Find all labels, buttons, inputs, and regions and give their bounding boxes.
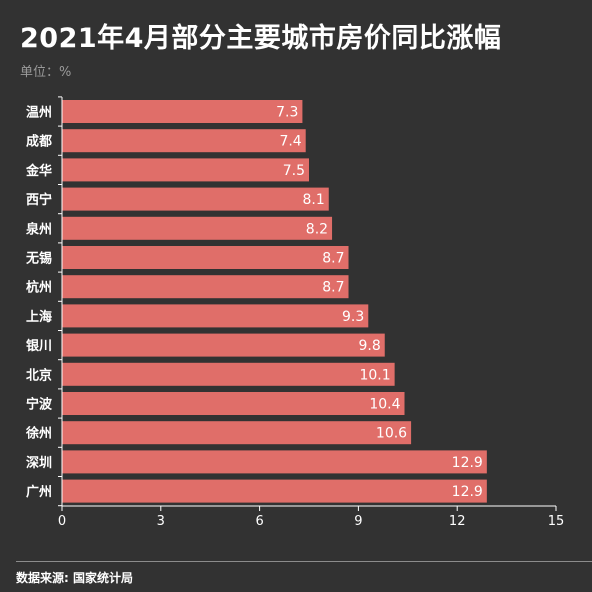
category-label: 银川: [26, 338, 52, 354]
category-label: 成都: [26, 134, 52, 150]
bar-9: [62, 362, 395, 386]
bar-8: [62, 333, 385, 357]
x-tick-label: 15: [548, 514, 565, 529]
bar-value-label: 10.4: [369, 397, 400, 413]
source-note: 数据来源: 国家统计局: [16, 571, 133, 585]
bar-value-label: 12.9: [452, 455, 483, 471]
category-label: 广州: [26, 484, 52, 500]
category-label: 无锡: [25, 251, 52, 267]
bar-value-label: 7.5: [283, 163, 305, 179]
bar-7: [62, 304, 369, 328]
bar-10: [62, 392, 405, 415]
bar-value-label: 9.3: [342, 309, 364, 325]
bar-4: [62, 216, 333, 240]
bar-value-label: 7.4: [279, 134, 301, 150]
category-label: 西宁: [26, 192, 52, 208]
category-label: 徐州: [25, 426, 52, 442]
bar-0: [62, 100, 303, 123]
bar-6: [62, 275, 349, 299]
bar-value-label: 10.1: [359, 367, 390, 383]
x-tick-label: 0: [58, 514, 66, 529]
category-label: 杭州: [26, 280, 52, 296]
bar-value-label: 12.9: [452, 484, 483, 500]
unit-label: 单位：%: [20, 65, 72, 80]
bar-5: [62, 246, 349, 269]
bar-value-label: 9.8: [358, 338, 380, 354]
bar-1: [62, 129, 306, 153]
category-label: 北京: [26, 367, 52, 383]
x-tick-label: 12: [449, 514, 466, 529]
category-label: 宁波: [26, 397, 53, 413]
bar-2: [62, 158, 309, 182]
bar-3: [62, 187, 329, 211]
x-tick-label: 6: [255, 514, 263, 529]
bar-value-label: 8.2: [306, 221, 328, 237]
chart-title: 2021年4月部分主要城市房价同比涨幅: [20, 23, 502, 54]
footer-divider: [16, 561, 592, 562]
bar-value-label: 8.7: [322, 280, 344, 296]
bar-value-label: 8.1: [302, 192, 324, 208]
category-label: 金华: [25, 163, 52, 179]
category-label: 泉州: [26, 221, 52, 237]
bar-value-label: 8.7: [322, 251, 344, 267]
bar-12: [62, 450, 487, 474]
category-label: 上海: [26, 309, 52, 325]
bar-value-label: 7.3: [276, 105, 298, 121]
x-tick-label: 9: [354, 514, 362, 529]
bar-value-label: 10.6: [376, 426, 407, 442]
bar-13: [62, 479, 487, 503]
category-label: 温州: [26, 106, 52, 121]
category-label: 深圳: [26, 455, 52, 471]
bar-11: [62, 421, 412, 445]
x-tick-label: 3: [157, 514, 165, 529]
